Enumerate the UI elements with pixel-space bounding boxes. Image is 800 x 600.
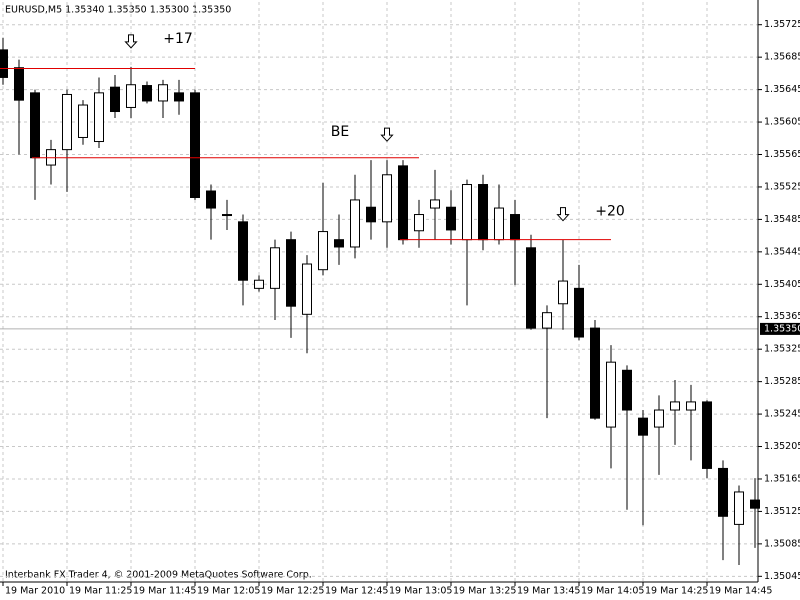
candle-body [478, 184, 488, 241]
candle-body [366, 206, 376, 223]
candle-body [622, 369, 632, 411]
candle-body [734, 491, 744, 525]
candle-body [222, 214, 232, 217]
x-tick-label: 19 Mar 13:05 [389, 586, 452, 597]
y-tick-label: 1.35405 [764, 279, 800, 290]
candle-body [526, 247, 536, 329]
x-tick-label: 19 Mar 14:05 [581, 586, 644, 597]
level-label: BE [331, 124, 349, 140]
x-tick-label: 19 Mar 13:45 [517, 586, 580, 597]
y-tick-label: 1.35045 [764, 571, 800, 582]
candle-body [558, 280, 568, 305]
x-tick-label: 19 Mar 14:25 [645, 586, 708, 597]
y-tick-label: 1.35605 [764, 117, 800, 128]
x-tick-label: 19 Mar 2010 [5, 586, 65, 597]
candle-body [350, 199, 360, 248]
y-tick-label: 1.35485 [764, 214, 800, 225]
arrow-icon [380, 127, 394, 142]
candle-body [414, 214, 424, 232]
candle-body [318, 231, 328, 271]
y-tick-label: 1.35525 [764, 181, 800, 192]
candle-body [654, 409, 664, 428]
candle-body [302, 263, 312, 315]
candle-body [702, 401, 712, 469]
candle-body [126, 84, 136, 108]
candle-body [462, 184, 472, 241]
y-tick-label: 1.35645 [764, 84, 800, 95]
footer: Interbank FX Trader 4, © 2001-2009 MetaQ… [5, 570, 312, 581]
candle-body [398, 165, 408, 241]
candle-body [158, 84, 168, 102]
x-tick-label: 19 Mar 14:45 [709, 586, 772, 597]
y-tick-label: 1.35085 [764, 538, 800, 549]
candle-body [110, 86, 120, 113]
candle-body [542, 312, 552, 329]
candle-body [638, 417, 648, 436]
level-label: +20 [595, 204, 625, 220]
y-tick-label: 1.35245 [764, 409, 800, 420]
x-tick-label: 19 Mar 12:45 [325, 586, 388, 597]
candle-body [430, 199, 440, 209]
y-tick-label: 1.35205 [764, 441, 800, 452]
chart-title: EURUSD,M5 1.35340 1.35350 1.35300 1.3535… [5, 5, 231, 16]
candle-body [750, 499, 760, 509]
candle-body [382, 174, 392, 223]
candle-body [62, 93, 72, 151]
y-tick-label: 1.35325 [764, 344, 800, 355]
y-tick-label: 1.35685 [764, 52, 800, 63]
x-tick-label: 19 Mar 11:45 [133, 586, 196, 597]
candle-body [606, 361, 616, 428]
candle-body [94, 92, 104, 143]
candle-body [574, 287, 584, 338]
candle-body [0, 49, 8, 78]
candle-body [14, 67, 24, 101]
candle-body [494, 207, 504, 241]
candle-body [254, 279, 264, 289]
level-label: +17 [163, 31, 193, 47]
y-tick-label: 1.35445 [764, 246, 800, 257]
candle-body [174, 92, 184, 102]
candle-body [270, 247, 280, 289]
candle-body [190, 92, 200, 198]
arrow-icon [556, 207, 570, 222]
x-tick-label: 19 Mar 12:05 [197, 586, 260, 597]
candle-body [510, 214, 520, 241]
y-tick-label: 1.35365 [764, 311, 800, 322]
x-tick-label: 19 Mar 11:25 [69, 586, 132, 597]
candle-body [590, 327, 600, 419]
candle-body [718, 467, 728, 517]
candle-body [30, 92, 40, 159]
y-tick-label: 1.35285 [764, 376, 800, 387]
candle-body [334, 239, 344, 248]
candle-body [670, 401, 680, 411]
y-tick-label: 1.35565 [764, 149, 800, 160]
y-tick-label: 1.35165 [764, 473, 800, 484]
candle-body [446, 206, 456, 231]
candle-body [78, 104, 88, 138]
candle-body [238, 221, 248, 281]
x-tick-label: 19 Mar 12:25 [261, 586, 324, 597]
y-tick-label: 1.35125 [764, 506, 800, 517]
x-tick-label: 19 Mar 13:25 [453, 586, 516, 597]
y-tick-label: 1.35725 [764, 19, 800, 30]
candle-body [206, 190, 216, 209]
candle-body [686, 401, 696, 411]
candle-body [142, 85, 152, 102]
arrow-icon [124, 34, 138, 49]
current-price-label: 1.35350 [764, 323, 800, 334]
current-price-box [760, 322, 800, 335]
candle-body [286, 239, 296, 307]
